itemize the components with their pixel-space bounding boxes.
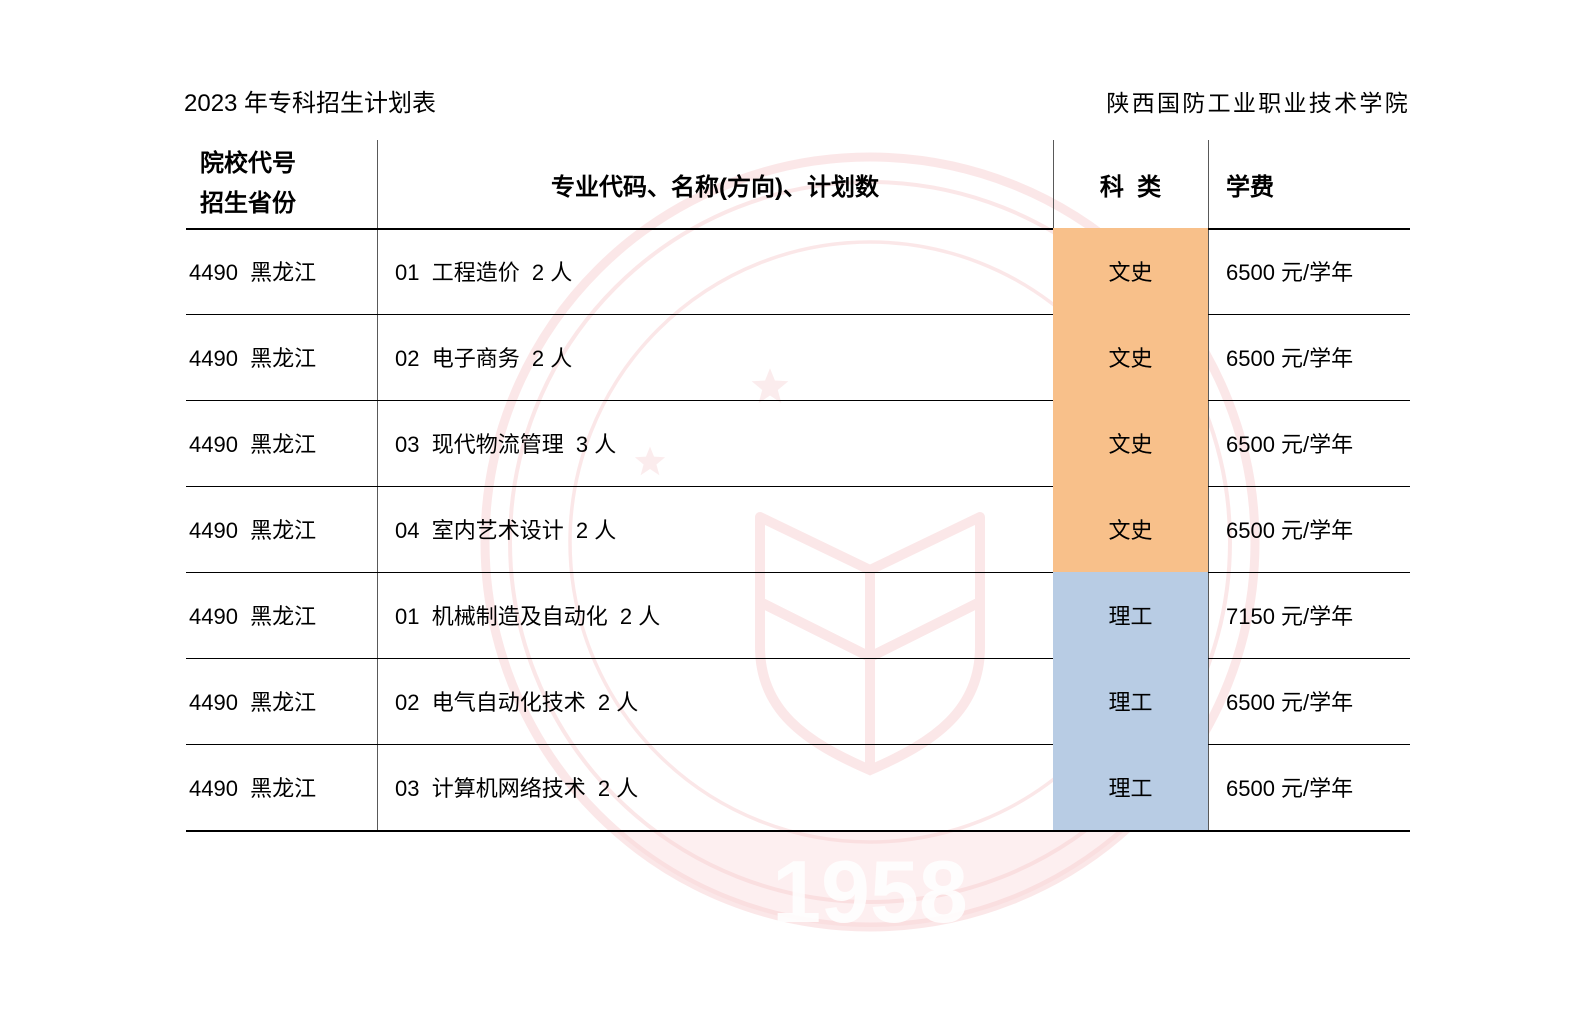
svg-text:1958: 1958 (772, 842, 968, 941)
